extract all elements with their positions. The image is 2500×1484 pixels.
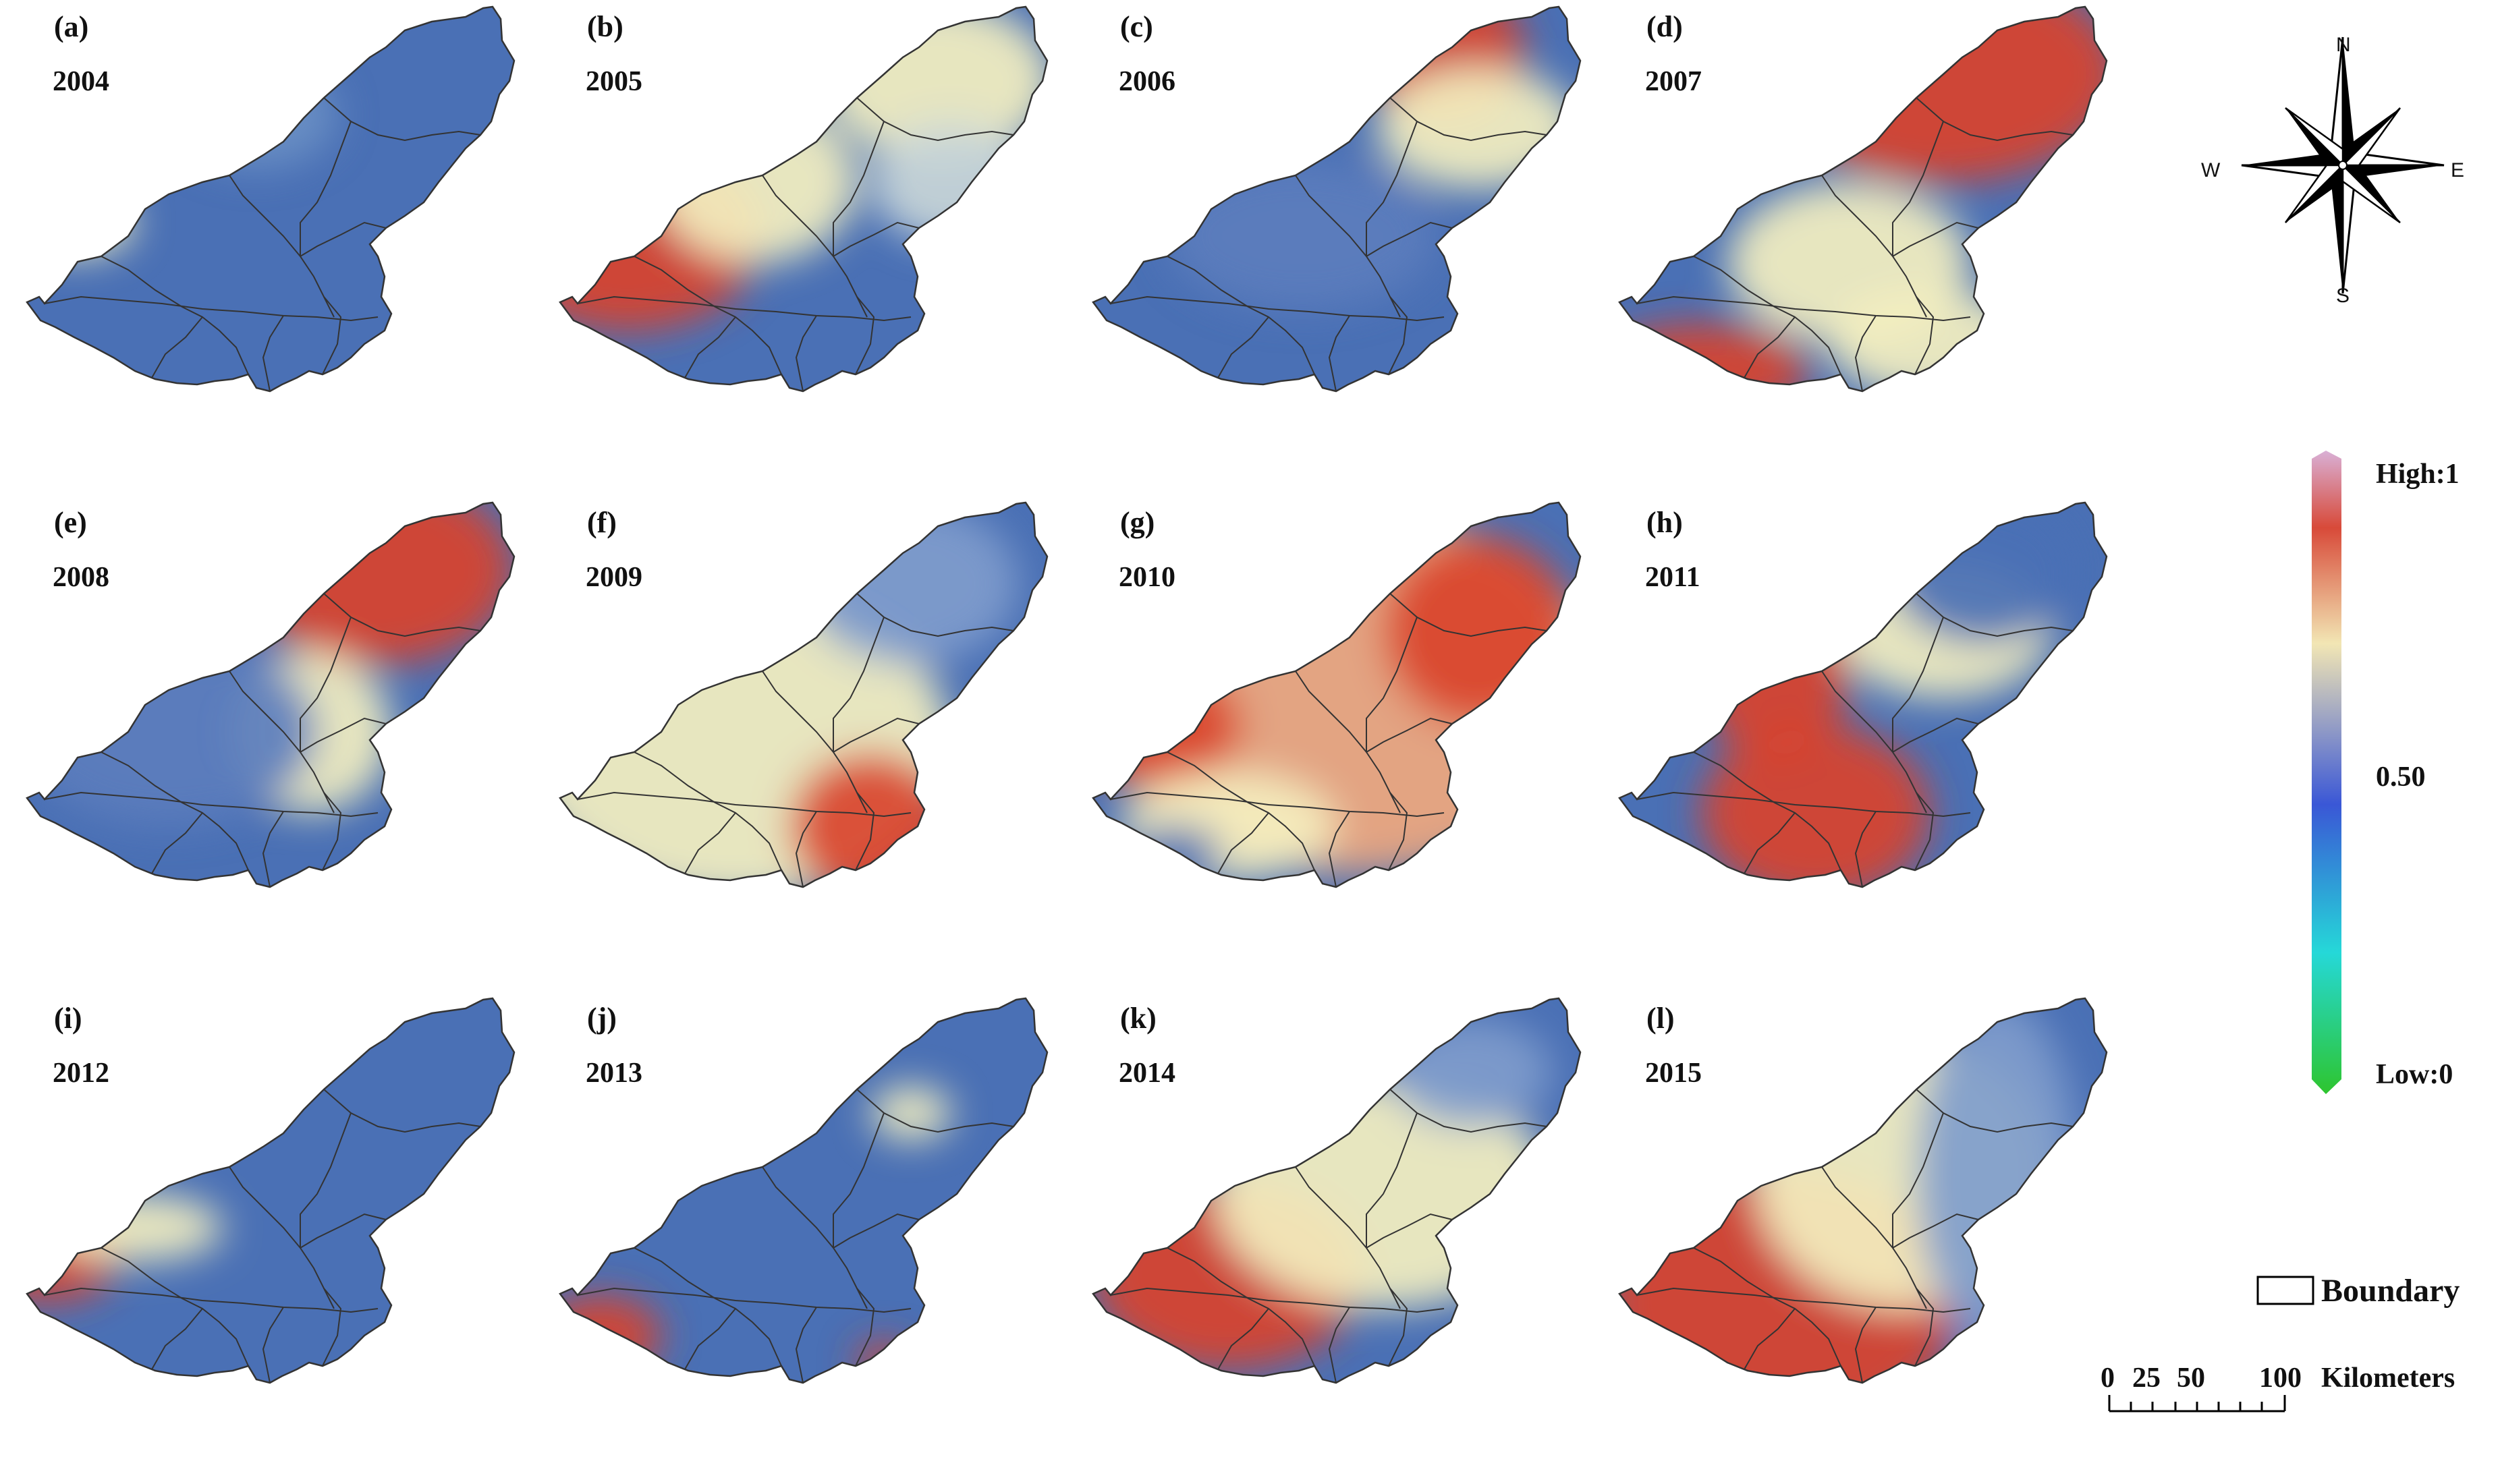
panel-label-2008: (e) [54, 506, 87, 539]
scale-bar [2108, 1395, 2286, 1412]
compass-west-label: W [2201, 159, 2221, 181]
compass-south-label: S [2336, 285, 2350, 307]
map-panel-2014 [1092, 997, 1582, 1384]
boundary-legend-label: Boundary [2321, 1273, 2460, 1309]
panel-label-2011: (h) [1646, 506, 1683, 539]
panel-year-2008: 2008 [53, 562, 109, 593]
map-panel-2012 [26, 997, 516, 1384]
scale-unit-label: Kilometers [2321, 1363, 2455, 1394]
panel-year-2010: 2010 [1119, 562, 1175, 593]
compass-east-label: E [2451, 159, 2465, 181]
panel-year-2009: 2009 [586, 562, 642, 593]
panel-label-2005: (b) [587, 10, 623, 43]
panel-label-2015: (l) [1646, 1002, 1675, 1035]
compass-north-label: N [2336, 34, 2351, 56]
panel-year-2011: 2011 [1645, 562, 1700, 593]
legend-color-bar [2312, 451, 2341, 1094]
panel-year-2006: 2006 [1119, 66, 1175, 97]
panel-label-2007: (d) [1646, 10, 1683, 43]
map-panel-2005 [559, 5, 1049, 393]
compass-rose-icon [2241, 36, 2445, 294]
panel-year-2012: 2012 [53, 1058, 109, 1089]
panel-label-2004: (a) [54, 10, 89, 43]
panel-label-2012: (i) [54, 1002, 82, 1035]
legend-low-label: Low:0 [2376, 1059, 2453, 1090]
scale-tick-0: 0 [2101, 1363, 2115, 1394]
panel-year-2004: 2004 [53, 66, 109, 97]
panel-label-2014: (k) [1120, 1002, 1157, 1035]
map-panel-2015 [1618, 997, 2108, 1384]
panel-label-2013: (j) [587, 1002, 617, 1035]
scale-tick-25: 25 [2132, 1363, 2161, 1394]
map-panel-2008 [26, 501, 516, 888]
scale-tick-50: 50 [2177, 1363, 2205, 1394]
boundary-legend-swatch [2256, 1276, 2314, 1305]
panel-label-2006: (c) [1120, 10, 1153, 43]
panel-year-2015: 2015 [1645, 1058, 1702, 1089]
map-panel-2011 [1618, 501, 2108, 888]
panel-year-2007: 2007 [1645, 66, 1702, 97]
panel-year-2014: 2014 [1119, 1058, 1175, 1089]
panel-label-2010: (g) [1120, 506, 1155, 539]
map-panel-2010 [1092, 501, 1582, 888]
scale-tick-100: 100 [2259, 1363, 2302, 1394]
panel-year-2013: 2013 [586, 1058, 642, 1089]
map-panel-2013 [559, 997, 1049, 1384]
legend-mid-label: 0.50 [2376, 762, 2426, 793]
map-panel-2009 [559, 501, 1049, 888]
legend-high-label: High:1 [2376, 459, 2460, 490]
panel-label-2009: (f) [587, 506, 617, 539]
panel-year-2005: 2005 [586, 66, 642, 97]
